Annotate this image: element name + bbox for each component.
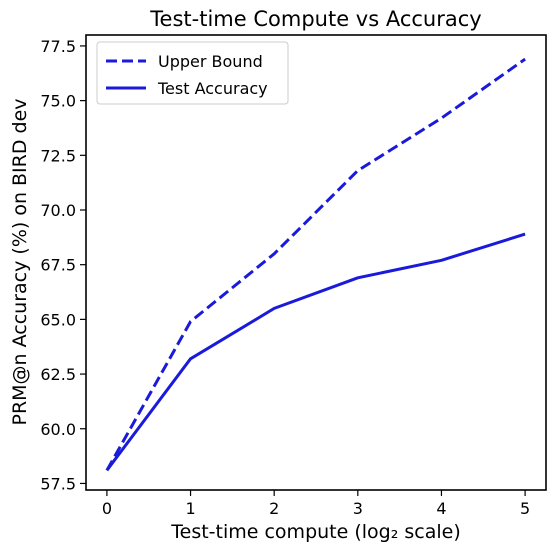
x-tick-label: 1	[185, 499, 195, 518]
legend-label-test-accuracy: Test Accuracy	[157, 79, 268, 98]
chart-title: Test-time Compute vs Accuracy	[149, 7, 481, 31]
y-axis-title: PRM@n Accuracy (%) on BIRD dev	[9, 98, 31, 425]
y-tick-label: 62.5	[40, 365, 76, 384]
y-tick-label: 67.5	[40, 256, 76, 275]
y-tick-label: 72.5	[40, 146, 76, 165]
y-tick-label: 60.0	[40, 420, 76, 439]
y-tick-label: 77.5	[40, 37, 76, 56]
x-tick-label: 5	[520, 499, 530, 518]
x-tick-label: 2	[269, 499, 279, 518]
plot-area-frame	[85, 34, 547, 491]
series-line-upper-bound	[105, 57, 526, 472]
x-tick-label: 3	[353, 499, 363, 518]
x-tick-label: 4	[436, 499, 446, 518]
series-line-test-accuracy	[105, 232, 526, 472]
y-tick-label: 57.5	[40, 474, 76, 493]
legend: Upper Bound Test Accuracy	[96, 41, 289, 105]
x-tick-label: 0	[102, 499, 112, 518]
x-axis-title: Test-time compute (log₂ scale)	[170, 521, 461, 543]
y-tick-label: 70.0	[40, 201, 76, 220]
legend-label-upper-bound: Upper Bound	[158, 52, 263, 71]
y-tick-label: 65.0	[40, 310, 76, 329]
x-axis: 0 1 2 3 4 5	[102, 490, 530, 518]
y-axis: 57.5 60.0 62.5 65.0 67.5 70.0 72.5 75.0 77.5	[40, 37, 86, 493]
y-tick-label: 75.0	[40, 92, 76, 111]
series-layer	[105, 57, 526, 472]
